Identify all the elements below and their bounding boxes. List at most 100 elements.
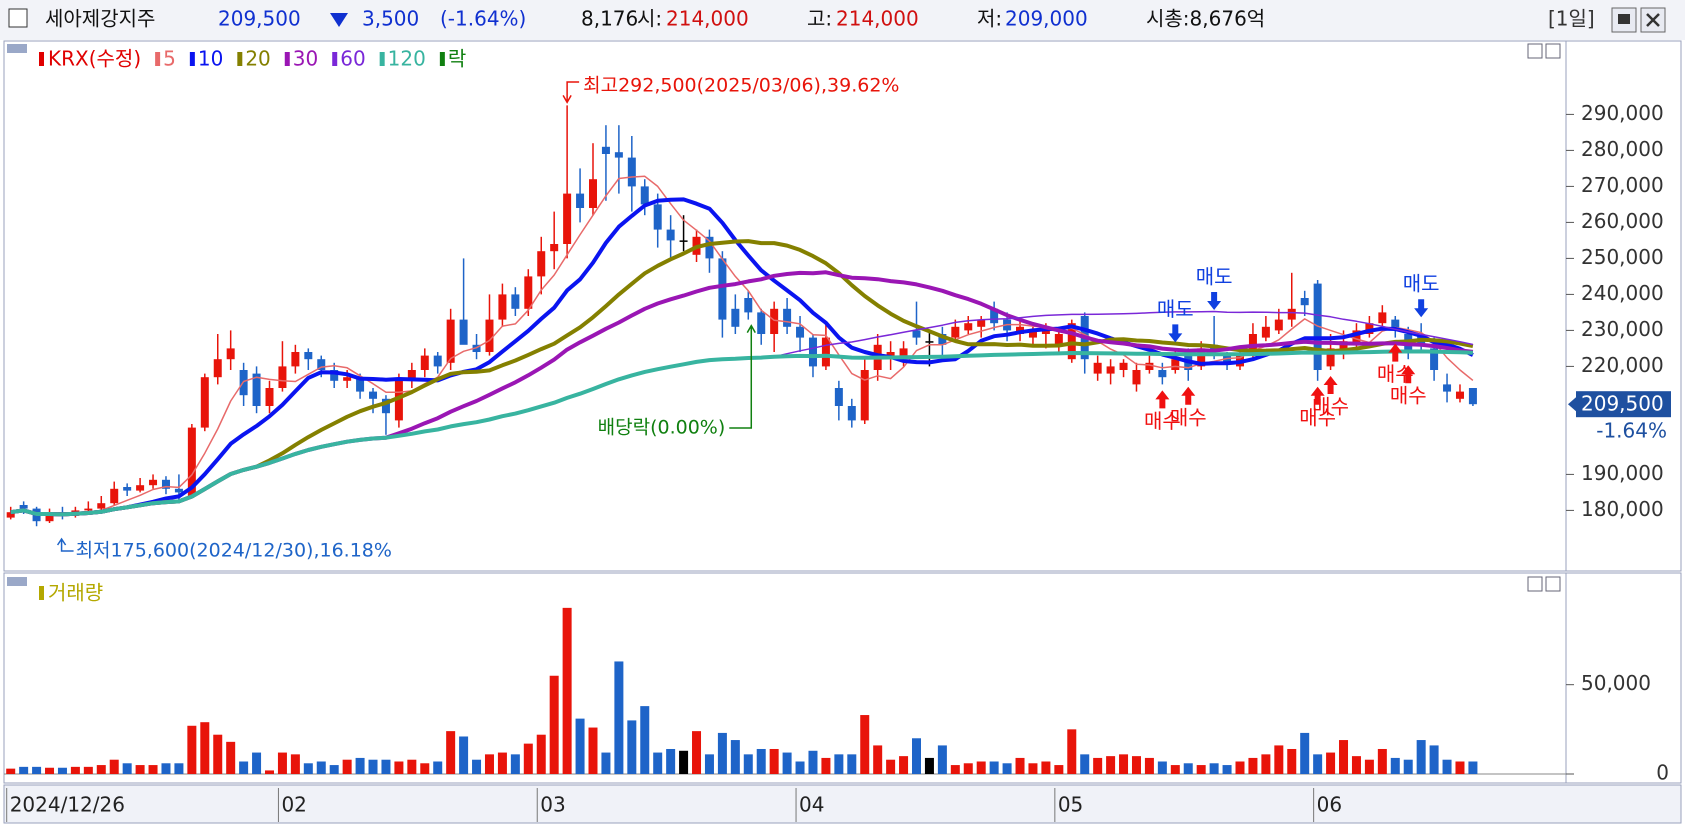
candle-body: [796, 326, 805, 338]
candle-body: [757, 312, 766, 334]
candle-body: [640, 186, 649, 205]
candle-body: [420, 355, 429, 370]
date-axis: [3, 784, 1682, 824]
low-label: 저:: [977, 7, 1002, 31]
candle-body: [226, 348, 235, 360]
candle-body: [1287, 308, 1296, 320]
candle-body: [1119, 362, 1128, 370]
low: 209,000: [1005, 7, 1088, 31]
volume-bar: [692, 731, 702, 774]
volume-bar: [756, 748, 766, 774]
buy-arrow: [1310, 386, 1325, 405]
stock-name: 세아제강지주: [45, 7, 155, 31]
volume-bar: [976, 761, 986, 774]
volume-bar: [536, 734, 546, 774]
period[interactable]: [1일]: [1548, 7, 1595, 31]
candle-body: [1326, 348, 1335, 367]
legend-label: 60: [340, 47, 365, 71]
volume-bar: [510, 754, 520, 774]
candle-body: [808, 337, 817, 367]
volume-bar: [808, 750, 818, 774]
volume-bar: [886, 759, 896, 774]
volume-bar: [1364, 759, 1374, 774]
volume-bar: [19, 766, 29, 774]
volume-bar: [847, 754, 857, 774]
volume-bar: [1274, 745, 1284, 774]
panel-close-button[interactable]: [1545, 576, 1561, 592]
volume-bar: [239, 761, 249, 774]
volume-bar: [187, 725, 197, 774]
change-rate: (-1.64%): [440, 7, 526, 31]
volume-bar: [1157, 761, 1167, 774]
candle-body: [317, 359, 326, 370]
volume-bar: [1028, 763, 1038, 774]
sell-label: 매도: [1196, 265, 1233, 289]
sell-label: 매도: [1157, 297, 1194, 321]
price-tag-label: 209,500: [1581, 392, 1664, 416]
volume-bar: [277, 752, 287, 774]
button-icon: [1646, 13, 1660, 27]
moving-average-line: [10, 197, 1474, 517]
volume-bar: [1429, 745, 1439, 774]
legend-label: 30: [293, 47, 318, 71]
candle-body: [1352, 330, 1361, 345]
candle-body: [550, 244, 559, 252]
buy-label: 매수: [1299, 405, 1336, 429]
candle-body: [614, 152, 623, 158]
candle-body: [1067, 323, 1076, 360]
volume-bar: [1222, 765, 1232, 774]
y-tick-label: 280,000: [1581, 137, 1664, 161]
dividend-pointer: [729, 324, 756, 429]
volume-bar: [963, 763, 973, 774]
legend-label: 20: [245, 47, 270, 71]
button-icon: [1618, 14, 1630, 24]
volume-bar: [83, 766, 93, 774]
legend-label: KRX(수정): [48, 47, 141, 71]
volume-bar: [1106, 756, 1116, 774]
candle-body: [1455, 391, 1464, 399]
y-tick-label: 180,000: [1581, 497, 1664, 521]
candle-body: [356, 377, 365, 392]
candle-body: [6, 512, 15, 518]
candle-body: [925, 341, 934, 343]
candle-body: [912, 330, 921, 338]
candle-body: [433, 355, 442, 367]
volume-bar: [614, 661, 624, 774]
panel-close-button[interactable]: [1545, 43, 1561, 59]
volume-bar: [679, 750, 689, 774]
candle-body: [1106, 366, 1115, 374]
candle-body: [653, 204, 662, 230]
candle-body: [990, 308, 999, 324]
x-tick-label: 05: [1058, 793, 1083, 817]
y-tick-label: 230,000: [1581, 317, 1664, 341]
panel-max-button[interactable]: [1527, 576, 1543, 592]
candle-body: [847, 406, 856, 421]
candle-body: [123, 487, 132, 491]
candle-body: [1197, 348, 1206, 367]
buy-label: 매수: [1390, 384, 1427, 408]
y-tick-label: 240,000: [1581, 281, 1664, 305]
volume-bar: [1170, 765, 1180, 774]
candle-body: [291, 352, 300, 367]
panel-max-button[interactable]: [1527, 43, 1543, 59]
x-tick-label: 2024/12/26: [10, 793, 125, 817]
candle-body: [200, 377, 209, 428]
volume-bar: [562, 607, 572, 774]
candle-body: [783, 308, 792, 327]
buy-arrow: [1155, 390, 1170, 409]
volume-bar: [161, 763, 171, 774]
checkbox[interactable]: [8, 8, 28, 28]
panel-icon: [7, 577, 27, 586]
candle-body: [576, 193, 585, 208]
volume-bar: [407, 759, 417, 774]
y-tick-label: 250,000: [1581, 245, 1664, 269]
change-tag-label: -1.64%: [1596, 419, 1667, 443]
candle-body: [563, 193, 572, 244]
candle-body: [938, 334, 947, 345]
max-pointer: [562, 81, 580, 104]
candle-body: [136, 485, 145, 491]
volume-bar: [329, 765, 339, 774]
y-tick-label: 270,000: [1581, 173, 1664, 197]
volume-bar: [588, 727, 598, 774]
